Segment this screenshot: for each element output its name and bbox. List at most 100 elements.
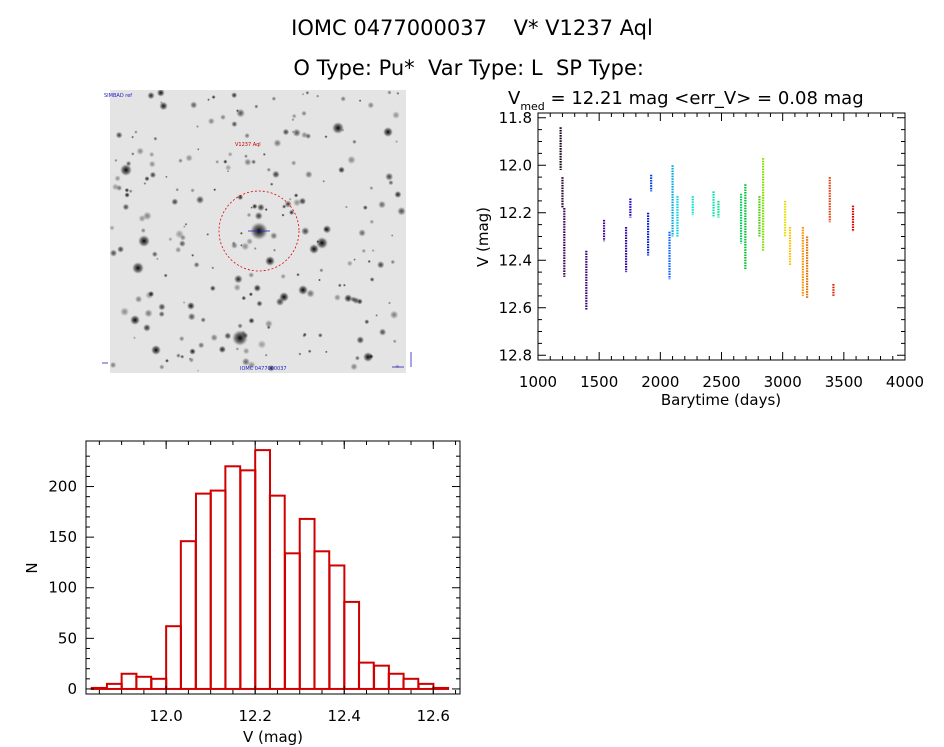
star [128,189,133,194]
star [253,246,257,251]
star [272,170,280,179]
star [338,166,345,174]
lightcurve-axes: 1000 1500 2000 2500 3000 3500 4000 11.8 12.0 12.2… [499,109,925,391]
star [149,151,155,158]
lightcurve-title-subscript: med [520,100,544,113]
star [291,118,295,122]
star [396,91,400,95]
star [340,96,346,102]
star [138,235,150,247]
histogram-bar [298,517,316,690]
histogram-bar [387,672,405,690]
star [187,312,196,321]
x-tick-label: 12.4 [328,707,361,725]
histogram-chart: 12.0 12.2 12.4 12.6 0 50 100 150 200 V (mag) N [23,440,461,746]
star [156,90,165,97]
star [109,225,115,231]
star [206,232,210,236]
star [136,147,144,155]
star [196,369,200,372]
lightcurve-title-v: V [508,88,521,109]
star [143,182,147,185]
lightcurve-title-rest: = 12.21 mag <err_V> = 0.08 mag [545,88,864,109]
star [124,192,130,198]
star [264,353,268,357]
x-tick-label: 3000 [764,373,802,391]
x-tick-label: 1500 [580,373,618,391]
star [223,159,228,164]
star [378,328,387,336]
star [186,301,195,310]
histogram-bar [165,625,182,690]
star [244,132,250,139]
star [242,347,250,355]
chart-title-types: O Type: Pu* Var Type: L SP Type: [293,56,651,80]
histogram-axes: 12.0 12.2 12.4 12.6 0 50 100 150 200 [48,441,460,725]
star [367,101,375,109]
star [344,205,348,209]
star [358,99,362,102]
star [272,248,277,252]
star [241,295,247,301]
y-tick-label: 50 [58,629,77,647]
star [298,352,302,356]
star [144,309,153,318]
y-tick-label: 12.2 [499,204,532,222]
star [193,261,200,268]
histogram-bar [90,686,108,690]
star [180,354,185,359]
star [122,203,130,211]
star [364,319,370,325]
star [109,249,118,257]
star [159,364,165,370]
star [375,314,378,317]
star [171,198,179,206]
star [144,176,150,182]
star [316,94,320,98]
star [305,90,310,95]
y-tick-label: 100 [48,579,77,597]
star [124,187,130,193]
star [324,135,328,139]
star [224,332,232,340]
star [270,232,278,240]
star [131,152,135,156]
star [147,91,155,100]
star [383,127,393,137]
star [306,289,315,298]
star [168,237,173,242]
star [253,284,262,292]
star [288,209,295,216]
star [397,206,406,216]
histogram-bar [417,682,435,690]
y-tick-label: 12.6 [499,299,532,317]
star [305,170,313,179]
star [149,171,157,179]
star [143,323,151,332]
star [251,203,258,210]
histogram-bars [90,449,450,690]
star [165,358,169,363]
star [233,283,241,292]
star [231,92,238,99]
star [350,363,358,371]
star [282,128,290,136]
star [120,164,132,176]
star [188,357,195,363]
star [301,131,308,139]
star [225,164,232,171]
star [316,240,320,244]
x-tick-label: 12.0 [149,707,182,725]
lightcurve-series [559,127,855,311]
star [291,130,295,134]
sky-image-top-label: SIMBAD ref [104,93,132,99]
star [362,205,368,211]
histogram-bar [373,664,390,690]
star [267,364,275,372]
star [120,307,130,317]
star [302,333,306,338]
star [175,246,182,253]
star [236,109,239,113]
star [211,266,215,270]
star [387,90,392,95]
